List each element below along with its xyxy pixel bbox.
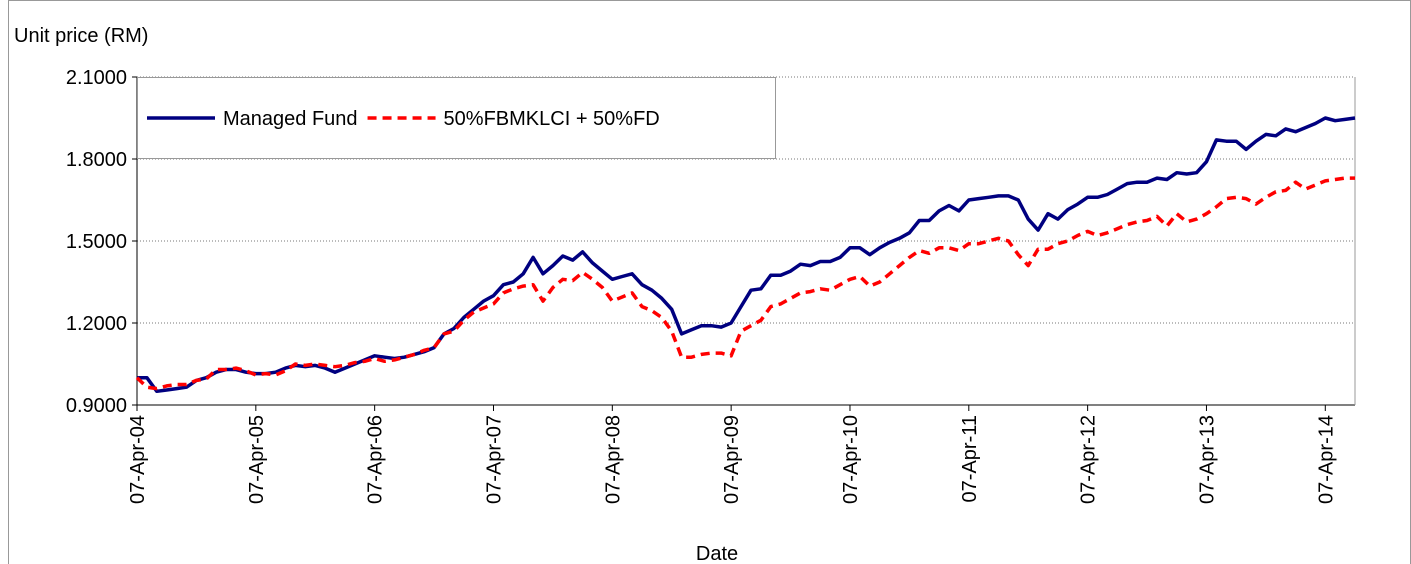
series-line (137, 116, 1356, 394)
series-line (135, 176, 1355, 391)
legend-label: 50%FBMKLCI + 50%FD (444, 108, 660, 130)
y-tick-label: 1.2000 (66, 313, 127, 335)
x-tick-label: 07-Apr-11 (959, 415, 981, 502)
x-tick-label: 07-Apr-05 (246, 415, 268, 504)
x-tick-label: 07-Apr-04 (127, 415, 149, 504)
x-tick-label: 07-Apr-06 (365, 415, 387, 504)
y-tick-label: 1.5000 (66, 231, 127, 253)
y-tick-label: 1.8000 (66, 149, 127, 171)
y-axis-label: Unit price (RM) (14, 25, 148, 47)
x-axis-label: Date (696, 543, 738, 564)
x-tick-label: 07-Apr-07 (483, 415, 505, 504)
x-tick-label: 07-Apr-14 (1315, 415, 1337, 504)
y-tick-label: 0.9000 (66, 395, 127, 417)
x-tick-label: 07-Apr-09 (721, 415, 743, 504)
x-tick-label: 07-Apr-13 (1196, 415, 1218, 504)
y-tick-label: 2.1000 (66, 67, 127, 89)
legend-label: Managed Fund (223, 108, 358, 130)
x-tick-label: 07-Apr-08 (602, 415, 624, 504)
legend-box (137, 77, 776, 159)
x-tick-label: 07-Apr-12 (1078, 415, 1100, 504)
x-tick-label: 07-Apr-10 (840, 415, 862, 504)
